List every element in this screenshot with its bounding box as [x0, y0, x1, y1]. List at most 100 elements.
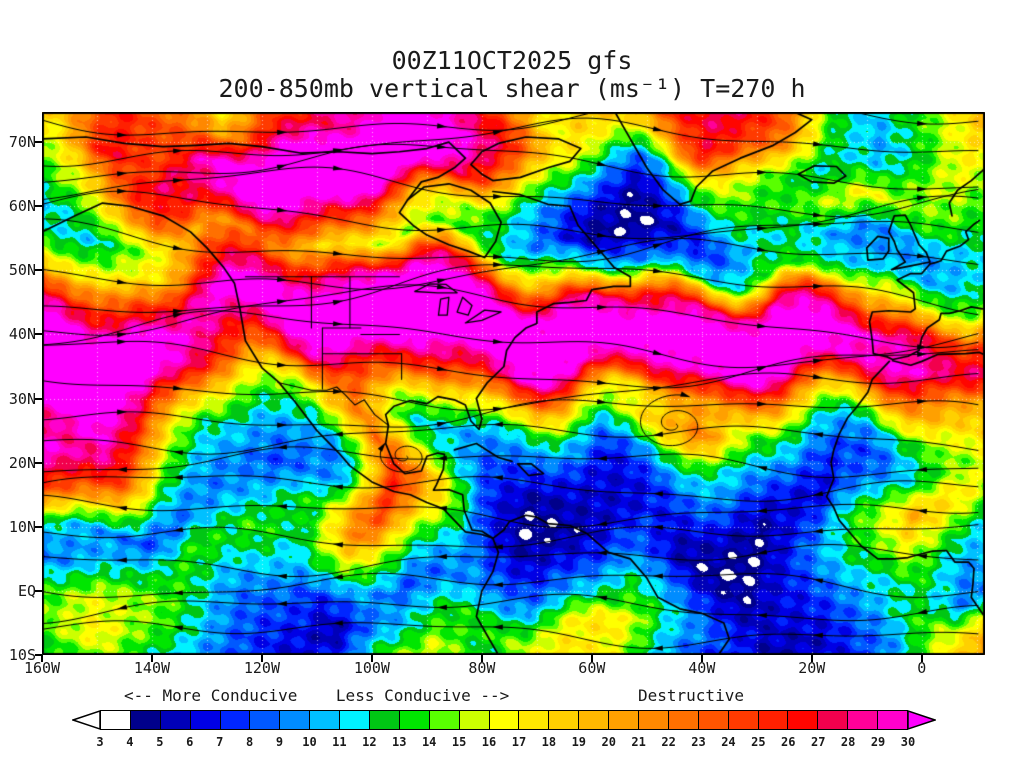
- colorbar-tick-label: 19: [571, 735, 587, 749]
- colorbar-cell: [488, 711, 519, 729]
- x-axis-tick: [260, 655, 263, 662]
- colorbar-cell: [817, 711, 848, 729]
- y-axis-tick: [35, 269, 42, 272]
- colorbar-cell: [249, 711, 280, 729]
- colorbar-tick-label: 20: [601, 735, 616, 749]
- colorbar-cell: [847, 711, 878, 729]
- colorbar-cell: [787, 711, 818, 729]
- colorbar-cell: [279, 711, 310, 729]
- colorbar-tick-label: 26: [781, 735, 796, 749]
- colorbar-cell: [518, 711, 549, 729]
- colorbar-tick-label: 3: [96, 735, 104, 749]
- x-axis-label: 100W: [353, 659, 390, 677]
- conducive-scale-label: <-- More Conducive Less Conducive -->: [124, 686, 510, 705]
- colorbar-cell: [339, 711, 370, 729]
- x-axis-tick: [810, 655, 813, 662]
- y-axis-label: 50N: [8, 261, 36, 280]
- colorbar-cell: [578, 711, 609, 729]
- colorbar-tick-label: 15: [451, 735, 467, 749]
- y-axis-label: 10N: [8, 517, 36, 536]
- colorbar-cell: [309, 711, 340, 729]
- y-axis-label: 20N: [8, 453, 36, 472]
- colorbar-over-arrow: [908, 710, 936, 730]
- colorbar-tick-label: 21: [631, 735, 646, 749]
- colorbar-tick-label: 5: [156, 735, 164, 749]
- colorbar-cell: [458, 711, 489, 729]
- colorbar-cell: [428, 711, 459, 729]
- colorbar-tick-label: 4: [126, 735, 134, 749]
- colorbar-tick-label: 9: [275, 735, 284, 749]
- colorbar-tick-label: 12: [362, 735, 377, 749]
- colorbar-tick-label: 23: [691, 735, 706, 749]
- colorbar-tick-label: 18: [541, 735, 557, 749]
- y-axis-tick: [35, 525, 42, 528]
- x-axis-label: 40W: [688, 659, 716, 677]
- y-axis-tick: [35, 654, 42, 656]
- colorbar-tick-label: 25: [751, 735, 766, 749]
- colorbar-cell: [369, 711, 399, 729]
- y-axis-tick: [35, 333, 42, 336]
- colorbar-tick-label: 22: [661, 735, 676, 749]
- y-axis-label: EQ: [17, 581, 36, 600]
- colorbar-cell: [548, 711, 579, 729]
- x-axis-tick: [41, 655, 43, 662]
- x-axis-tick: [700, 655, 703, 662]
- colorbar-cell: [697, 711, 728, 729]
- y-axis-tick: [35, 461, 42, 464]
- colorbar-tick-label: 11: [332, 735, 347, 749]
- colorbar: [72, 710, 936, 730]
- y-axis-label: 30N: [8, 389, 36, 408]
- y-axis-label: 10S: [8, 646, 36, 664]
- colorbar-tick-label: 13: [392, 735, 407, 749]
- x-axis-label: 160W: [23, 659, 61, 677]
- colorbar-cell: [727, 711, 758, 729]
- colorbar-tick-label: 14: [421, 735, 437, 749]
- x-axis-label: 20W: [798, 659, 826, 677]
- destructive-scale-label: Destructive: [638, 686, 744, 705]
- colorbar-tick-labels: 3 4 5 6 7 8 9 10 11 12 13 14 15 16 17 18 19 20 21 22 23 24 25 2…: [96, 735, 915, 751]
- colorbar-over-arrow-icon: [908, 710, 936, 730]
- colorbar-tick-label: 7: [216, 735, 224, 749]
- colorbar-tick-label: 10: [302, 735, 317, 749]
- colorbar-cell: [101, 711, 130, 729]
- chart-title-line2: 200-850mb vertical shear (ms⁻¹) T=270 h: [218, 74, 806, 103]
- colorbar-cell: [398, 711, 429, 729]
- chart-title-line1: 00Z11OCT2025 gfs: [391, 46, 633, 75]
- colorbar-tick-label: 24: [721, 735, 736, 749]
- colorbar-cell: [638, 711, 668, 729]
- x-axis-tick: [480, 655, 483, 662]
- colorbar-tick-label: 29: [870, 735, 886, 749]
- y-axis-tick: [35, 141, 42, 144]
- colorbar-cell: [877, 711, 908, 729]
- x-axis-label: 140W: [133, 659, 171, 677]
- colorbar-cell: [129, 711, 160, 729]
- y-axis-tick: [35, 205, 42, 208]
- x-axis-label: 120W: [243, 659, 280, 677]
- colorbar-under-arrow: [72, 710, 100, 730]
- x-axis-tick: [920, 655, 923, 662]
- shear-map-canvas: [42, 112, 985, 655]
- colorbar-tick-label: 16: [481, 735, 497, 749]
- colorbar-cell: [189, 711, 220, 729]
- colorbar-tick-label: 28: [840, 735, 856, 749]
- colorbar-tick-label: 30: [900, 735, 916, 749]
- y-axis-label: 70N: [8, 133, 36, 152]
- colorbar-tick-label: 8: [246, 735, 254, 749]
- colorbar-tick-label: 27: [810, 735, 826, 749]
- x-axis-label: 0: [917, 659, 927, 677]
- colorbar-cell: [757, 711, 788, 729]
- y-axis-label: 60N: [8, 197, 36, 216]
- colorbar-under-arrow-icon: [72, 710, 100, 730]
- colorbar-cell: [159, 711, 190, 729]
- colorbar-cell: [219, 711, 250, 729]
- colorbar-tick-label: 17: [511, 735, 527, 749]
- x-axis-tick: [590, 655, 593, 662]
- x-axis-tick: [370, 655, 373, 662]
- colorbar-tick-label: 6: [186, 735, 194, 749]
- x-axis-label: 60W: [578, 659, 606, 677]
- x-axis-tick: [150, 655, 153, 662]
- colorbar-cell: [608, 711, 639, 729]
- colorbar-cells: [100, 710, 908, 730]
- colorbar-cell: [667, 711, 698, 729]
